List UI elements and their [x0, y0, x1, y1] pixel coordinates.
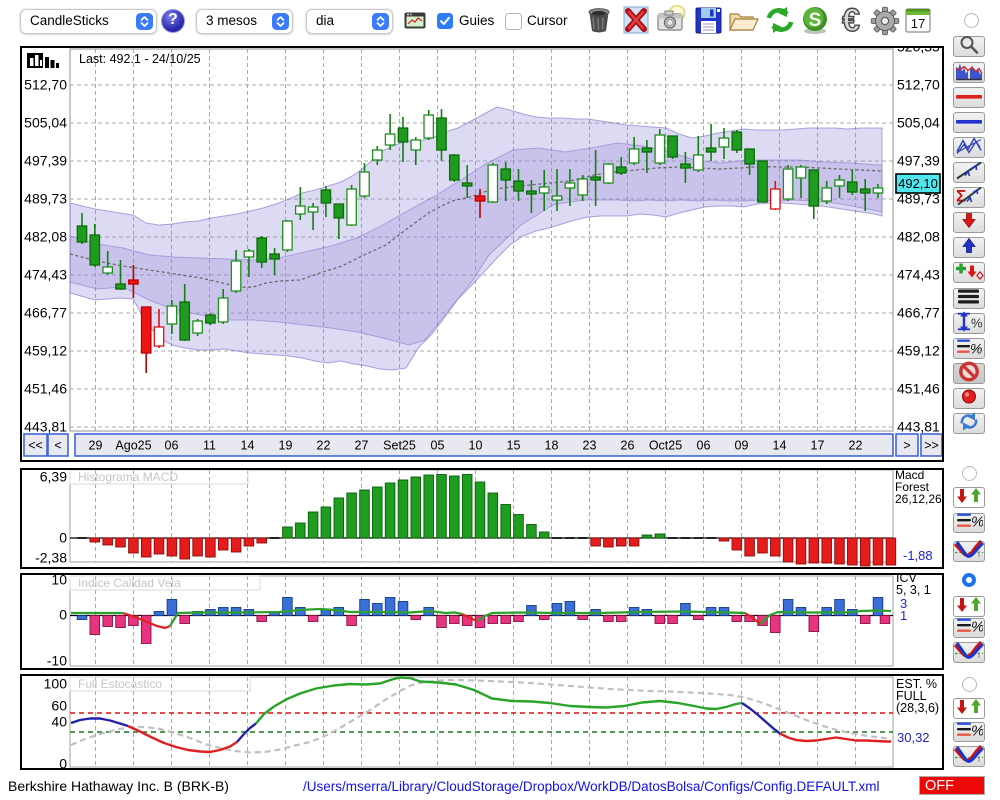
- svg-text:0: 0: [59, 756, 67, 769]
- svg-text:520,35: 520,35: [897, 48, 940, 55]
- svg-text:5, 3, 1: 5, 3, 1: [896, 583, 931, 597]
- svg-text:%: %: [971, 723, 983, 739]
- svg-text:EST. %: EST. %: [896, 677, 937, 691]
- svg-text:06: 06: [697, 439, 711, 453]
- svg-text:18: 18: [545, 439, 559, 453]
- svg-text:27: 27: [355, 439, 369, 453]
- svg-text:60: 60: [51, 698, 67, 714]
- svg-text:%: %: [971, 514, 983, 530]
- svg-text:505,04: 505,04: [24, 115, 67, 131]
- svg-text:19: 19: [279, 439, 293, 453]
- svg-text:09: 09: [735, 439, 749, 453]
- svg-text:11: 11: [203, 439, 216, 453]
- svg-text:512,70: 512,70: [897, 77, 940, 93]
- svg-text:%: %: [971, 315, 983, 330]
- svg-text:0: 0: [59, 607, 67, 623]
- svg-text:6,39: 6,39: [40, 470, 67, 485]
- svg-text:512,70: 512,70: [24, 77, 67, 93]
- svg-text:06: 06: [165, 439, 179, 453]
- svg-text:489,73: 489,73: [24, 191, 67, 207]
- svg-text:(28,3,6): (28,3,6): [896, 701, 939, 715]
- svg-text:443,81: 443,81: [24, 419, 67, 435]
- svg-text:482,08: 482,08: [24, 229, 67, 245]
- svg-text:17: 17: [811, 439, 825, 453]
- svg-text:Histograma MACD: Histograma MACD: [78, 470, 178, 484]
- svg-text:497,39: 497,39: [24, 153, 67, 169]
- svg-text:29: 29: [89, 439, 103, 453]
- svg-text:Oct25: Oct25: [649, 439, 682, 453]
- svg-text:-10: -10: [47, 653, 67, 669]
- svg-text:443,81: 443,81: [897, 419, 940, 435]
- svg-text:Macd: Macd: [895, 470, 924, 482]
- svg-text:482,08: 482,08: [897, 229, 940, 245]
- svg-text:100: 100: [44, 676, 68, 692]
- svg-text:%: %: [971, 619, 983, 635]
- svg-text:22: 22: [849, 439, 863, 453]
- svg-text:1: 1: [900, 608, 907, 623]
- svg-text:Σ: Σ: [956, 186, 966, 205]
- svg-text:466,77: 466,77: [897, 305, 940, 321]
- svg-text:30,32: 30,32: [897, 730, 930, 745]
- svg-text:10: 10: [51, 575, 67, 588]
- svg-text:451,46: 451,46: [24, 381, 67, 397]
- svg-text:>: >: [903, 439, 910, 453]
- svg-text:0: 0: [59, 530, 67, 546]
- svg-text:489,73: 489,73: [897, 191, 940, 207]
- svg-text:10: 10: [469, 439, 483, 453]
- svg-text:-2,38: -2,38: [35, 550, 67, 566]
- svg-text:22: 22: [317, 439, 331, 453]
- svg-text:466,77: 466,77: [24, 305, 67, 321]
- svg-text:23: 23: [583, 439, 597, 453]
- svg-text:05: 05: [431, 439, 445, 453]
- svg-text:Indice Calidad Vela: Indice Calidad Vela: [78, 576, 181, 590]
- svg-text:ICV: ICV: [896, 575, 918, 585]
- svg-text:505,04: 505,04: [897, 115, 940, 131]
- svg-text:-1,88: -1,88: [903, 548, 933, 563]
- svg-text:492,10: 492,10: [898, 176, 938, 191]
- svg-text:<: <: [54, 439, 61, 453]
- svg-text:FULL: FULL: [896, 689, 927, 703]
- svg-text:>>: >>: [924, 439, 939, 453]
- svg-text:Last: 492.1 - 24/10/25: Last: 492.1 - 24/10/25: [79, 52, 201, 66]
- svg-text:14: 14: [773, 439, 787, 453]
- svg-text:Ago25: Ago25: [115, 439, 151, 453]
- svg-text:<<: <<: [28, 439, 43, 453]
- svg-text:Set25: Set25: [383, 439, 416, 453]
- svg-text:451,46: 451,46: [897, 381, 940, 397]
- svg-text:17: 17: [911, 16, 925, 31]
- svg-text:14: 14: [241, 439, 255, 453]
- svg-text:S: S: [809, 10, 822, 31]
- svg-text:%: %: [970, 340, 982, 356]
- svg-text:26,12,26: 26,12,26: [895, 492, 942, 506]
- svg-text:15: 15: [507, 439, 521, 453]
- svg-text:459,12: 459,12: [24, 343, 67, 359]
- svg-text:26: 26: [621, 439, 635, 453]
- svg-text:Full Estocastico: Full Estocastico: [78, 677, 162, 691]
- svg-text:3: 3: [900, 596, 907, 611]
- svg-text:497,39: 497,39: [897, 153, 940, 169]
- svg-text:474,43: 474,43: [897, 267, 940, 283]
- svg-text:Forest: Forest: [895, 480, 930, 494]
- svg-text:€: €: [842, 5, 860, 35]
- svg-text:459,12: 459,12: [897, 343, 940, 359]
- svg-text:474,43: 474,43: [24, 267, 67, 283]
- svg-text:40: 40: [51, 714, 67, 730]
